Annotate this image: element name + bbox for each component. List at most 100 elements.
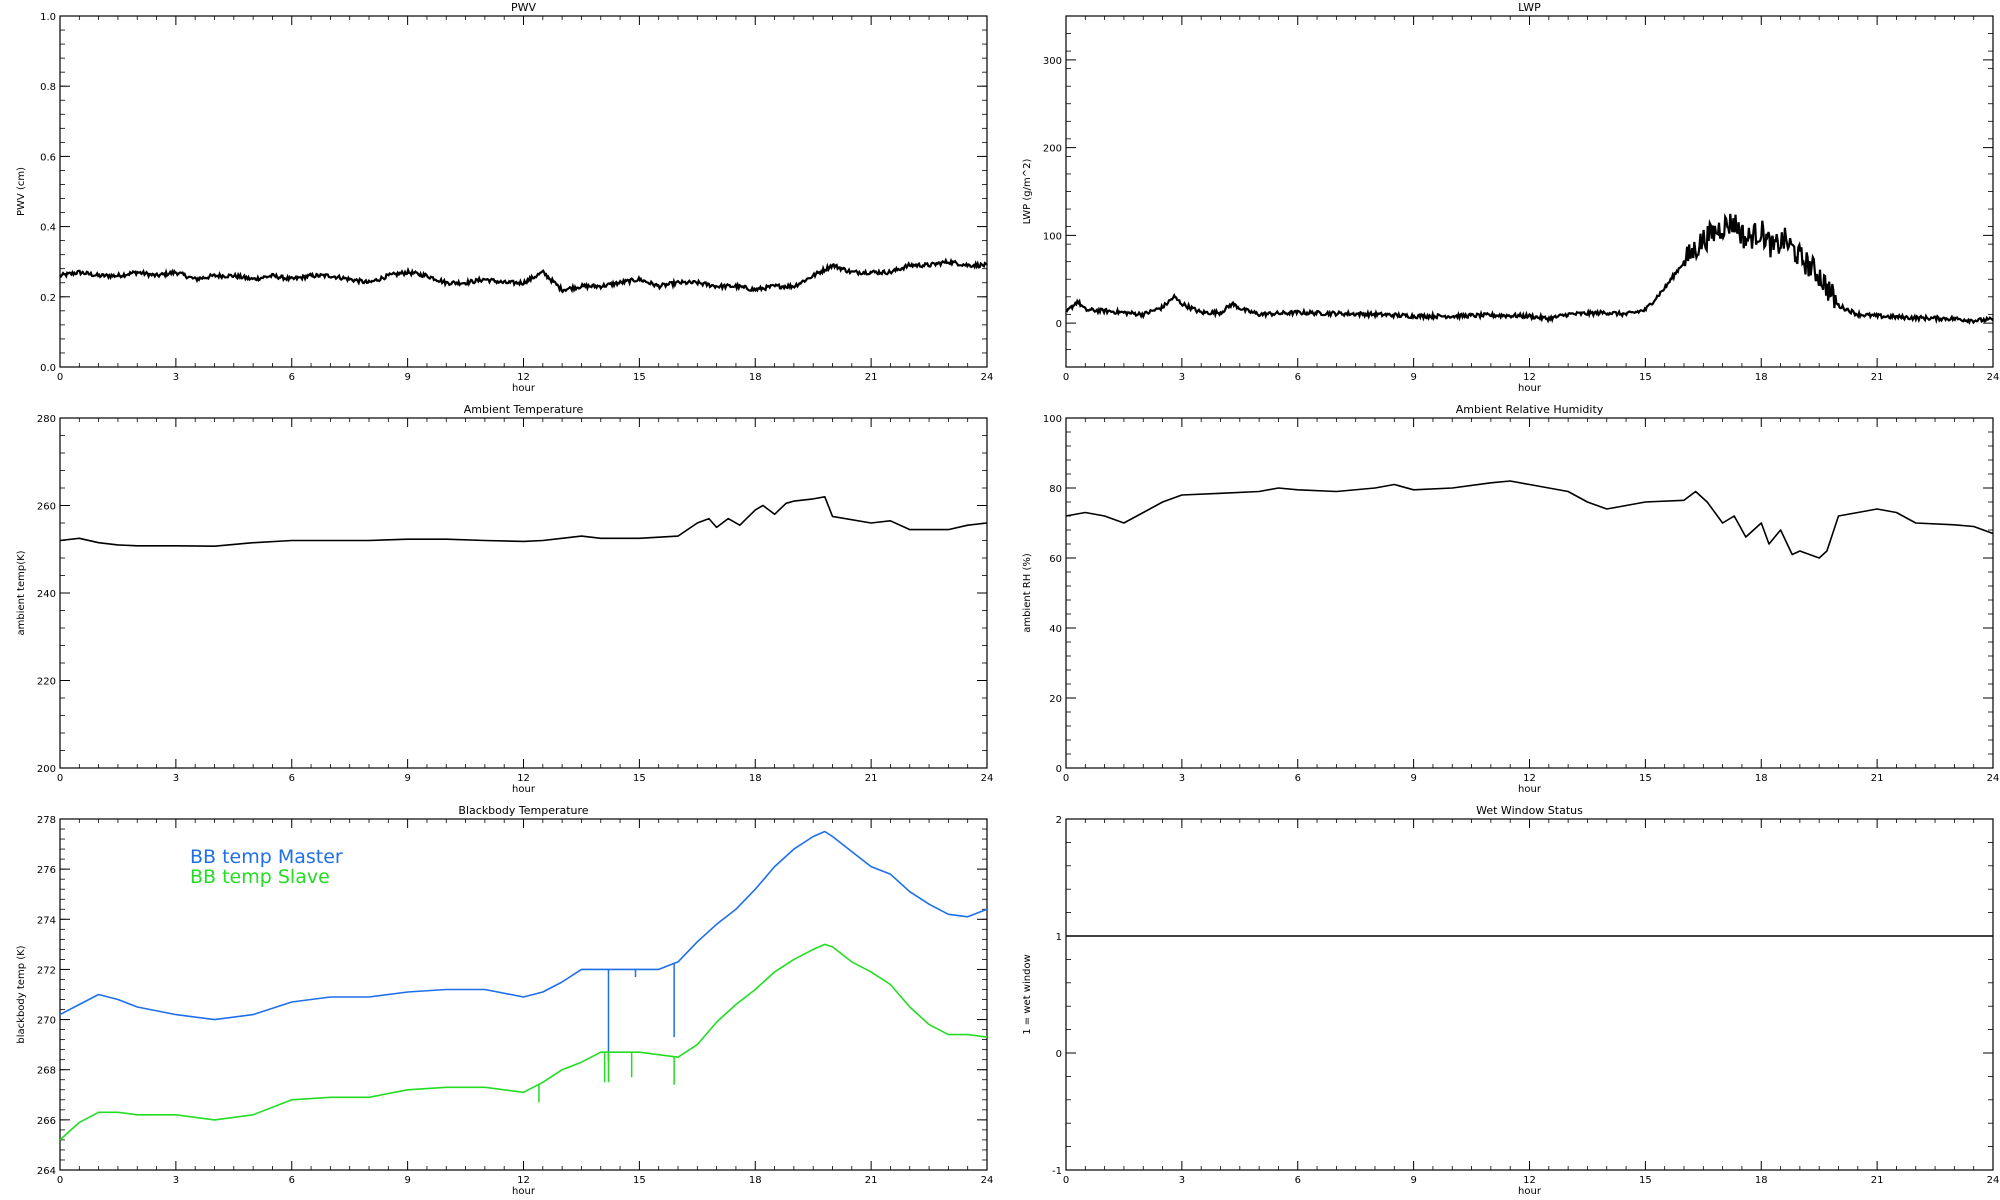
y-tick-label: 0: [1056, 764, 1062, 775]
y-tick-label: -1: [1052, 1166, 1062, 1177]
x-tick-label: 21: [1871, 1175, 1884, 1186]
series-1: [59, 257, 988, 294]
x-tick-label: 15: [633, 773, 646, 784]
chart-title: Blackbody Temperature: [458, 804, 588, 817]
series-1: [1065, 212, 1994, 325]
x-tick-label: 0: [57, 1175, 63, 1186]
x-tick-label: 0: [1063, 773, 1069, 784]
x-tick-label: 24: [1987, 773, 2000, 784]
y-tick-label: 200: [1043, 144, 1062, 155]
x-tick-label: 18: [749, 773, 762, 784]
x-tick-label: 21: [865, 1175, 878, 1186]
y-tick-label: 1.0: [40, 12, 56, 23]
x-tick-label: 12: [517, 773, 530, 784]
x-tick-label: 15: [1639, 773, 1652, 784]
plot-frame: [1065, 417, 1994, 769]
y-tick-label: 1: [1056, 932, 1062, 943]
x-tick-label: 18: [1755, 1175, 1768, 1186]
x-tick-label: 3: [173, 773, 179, 784]
y-axis-label: LWP (g/m^2): [1022, 159, 1033, 225]
x-tick-label: 6: [289, 372, 295, 383]
series-bb-temp-slave: [59, 943, 988, 1141]
chart-title: Ambient Relative Humidity: [1456, 403, 1604, 416]
x-tick-label: 18: [749, 372, 762, 383]
y-tick-label: 280: [37, 414, 56, 425]
x-tick-label: 3: [173, 1175, 179, 1186]
chart-title: LWP: [1518, 1, 1541, 14]
x-tick-label: 6: [1295, 1175, 1301, 1186]
x-tick-label: 3: [1179, 1175, 1185, 1186]
y-tick-label: 0: [1056, 319, 1062, 330]
series-1: [1065, 480, 1994, 559]
y-axis-label: 1 = wet window: [1022, 954, 1033, 1034]
x-tick-label: 6: [289, 773, 295, 784]
chart-title: PWV: [511, 1, 537, 14]
x-tick-label: 21: [865, 773, 878, 784]
chart-title: Ambient Temperature: [464, 403, 584, 416]
x-tick-label: 18: [1755, 372, 1768, 383]
y-tick-label: 20: [1049, 694, 1062, 705]
x-tick-label: 24: [981, 773, 994, 784]
series-1: [59, 496, 988, 547]
x-axis-label: hour: [512, 383, 536, 394]
x-tick-label: 12: [1523, 773, 1536, 784]
y-tick-label: 0: [1056, 1049, 1062, 1060]
y-axis-label: ambient RH (%): [1022, 553, 1033, 633]
y-axis-label: ambient temp(K): [16, 550, 27, 635]
y-tick-label: 300: [1043, 56, 1062, 67]
y-tick-label: 276: [37, 865, 56, 876]
x-tick-label: 0: [1063, 372, 1069, 383]
y-tick-label: 100: [1043, 231, 1062, 242]
chart-panel-1: PWV 0 3 6 9 12 15 18 21 24 0.0 0.2 0.4 0.6 0.8 1.0 hour P…: [16, 1, 993, 394]
plot-frame: [59, 417, 988, 769]
x-tick-label: 15: [633, 1175, 646, 1186]
x-tick-label: 12: [517, 372, 530, 383]
legend-entry: BB temp Slave: [190, 866, 330, 888]
chart-title: Wet Window Status: [1476, 804, 1583, 817]
x-tick-label: 24: [1987, 1175, 2000, 1186]
y-tick-label: 272: [37, 965, 56, 976]
x-tick-label: 9: [1410, 372, 1416, 383]
x-tick-label: 6: [289, 1175, 295, 1186]
y-tick-label: 60: [1049, 554, 1062, 565]
x-tick-label: 3: [1179, 372, 1185, 383]
y-tick-label: 270: [37, 1016, 56, 1027]
y-tick-label: 260: [37, 502, 56, 513]
x-tick-label: 24: [981, 372, 994, 383]
x-tick-label: 0: [57, 773, 63, 784]
x-tick-label: 15: [1639, 372, 1652, 383]
x-tick-label: 15: [1639, 1175, 1652, 1186]
x-tick-label: 9: [404, 1175, 410, 1186]
y-tick-label: 80: [1049, 484, 1062, 495]
x-tick-label: 0: [1063, 1175, 1069, 1186]
x-tick-label: 21: [865, 372, 878, 383]
y-axis-label: PWV (cm): [16, 167, 27, 216]
y-tick-label: 220: [37, 677, 56, 688]
x-tick-label: 21: [1871, 372, 1884, 383]
x-axis-label: hour: [512, 784, 536, 795]
plot-frame: [59, 15, 988, 368]
y-tick-label: 200: [37, 764, 56, 775]
x-tick-label: 6: [1295, 372, 1301, 383]
x-axis-label: hour: [1518, 383, 1542, 394]
y-tick-label: 268: [37, 1066, 56, 1077]
y-tick-label: 0.0: [40, 363, 56, 374]
x-tick-label: 21: [1871, 773, 1884, 784]
x-tick-label: 18: [1755, 773, 1768, 784]
x-axis-label: hour: [1518, 1186, 1542, 1197]
x-axis-label: hour: [1518, 784, 1542, 795]
y-tick-label: 274: [37, 915, 56, 926]
y-tick-label: 264: [37, 1166, 56, 1177]
y-tick-label: 278: [37, 815, 56, 826]
series-bb-temp-master: [59, 830, 988, 1021]
x-tick-label: 0: [57, 372, 63, 383]
x-tick-label: 24: [981, 1175, 994, 1186]
y-tick-label: 240: [37, 589, 56, 600]
y-tick-label: 266: [37, 1116, 56, 1127]
chart-panel-5: Blackbody Temperature 0 3 6 9 12 15 18 21 24 264 26…: [16, 804, 993, 1197]
chart-panel-3: Ambient Temperature 0 3 6 9 12 15 18 21 24 200 220 2…: [16, 403, 993, 795]
x-tick-label: 3: [173, 372, 179, 383]
y-tick-label: 40: [1049, 624, 1062, 635]
x-tick-label: 24: [1987, 372, 2000, 383]
